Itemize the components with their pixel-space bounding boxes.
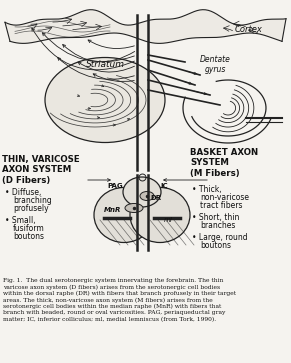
Text: • Diffuse,: • Diffuse, — [5, 188, 41, 197]
Text: Striatum: Striatum — [86, 60, 125, 69]
Text: MnR: MnR — [104, 207, 121, 213]
Text: THIN, VARICOSE
AXON SYSTEM
(D Fibers): THIN, VARICOSE AXON SYSTEM (D Fibers) — [2, 155, 80, 185]
Text: DR: DR — [150, 195, 161, 201]
Text: boutons: boutons — [13, 232, 44, 241]
Text: BASKET AXON
SYSTEM
(M Fibers): BASKET AXON SYSTEM (M Fibers) — [190, 148, 258, 178]
Ellipse shape — [140, 192, 154, 200]
Text: branches: branches — [200, 221, 235, 230]
Text: • Small,: • Small, — [5, 216, 36, 225]
Text: • Short, thin: • Short, thin — [192, 213, 239, 222]
Polygon shape — [5, 10, 286, 44]
Text: profusely: profusely — [13, 204, 49, 213]
Text: branching: branching — [13, 196, 52, 205]
Text: IC: IC — [160, 183, 168, 189]
Text: • Large, round: • Large, round — [192, 233, 248, 242]
Text: Fig. 1.  The dual serotonergic system innervating the forebrain. The thin
varico: Fig. 1. The dual serotonergic system inn… — [3, 278, 236, 322]
Ellipse shape — [125, 204, 143, 212]
Text: PAG: PAG — [107, 183, 123, 189]
Text: Cortex: Cortex — [235, 25, 263, 34]
Text: fusiform: fusiform — [13, 224, 45, 233]
Text: Dentate
gyrus: Dentate gyrus — [200, 54, 230, 74]
Ellipse shape — [130, 188, 190, 242]
Text: • Thick,: • Thick, — [192, 185, 222, 194]
Text: ml: ml — [164, 217, 173, 223]
Ellipse shape — [123, 177, 161, 207]
Text: non-varicose: non-varicose — [200, 193, 249, 202]
Ellipse shape — [94, 188, 154, 242]
Text: boutons: boutons — [200, 241, 231, 250]
Ellipse shape — [45, 57, 165, 143]
Text: tract fibers: tract fibers — [200, 201, 242, 210]
